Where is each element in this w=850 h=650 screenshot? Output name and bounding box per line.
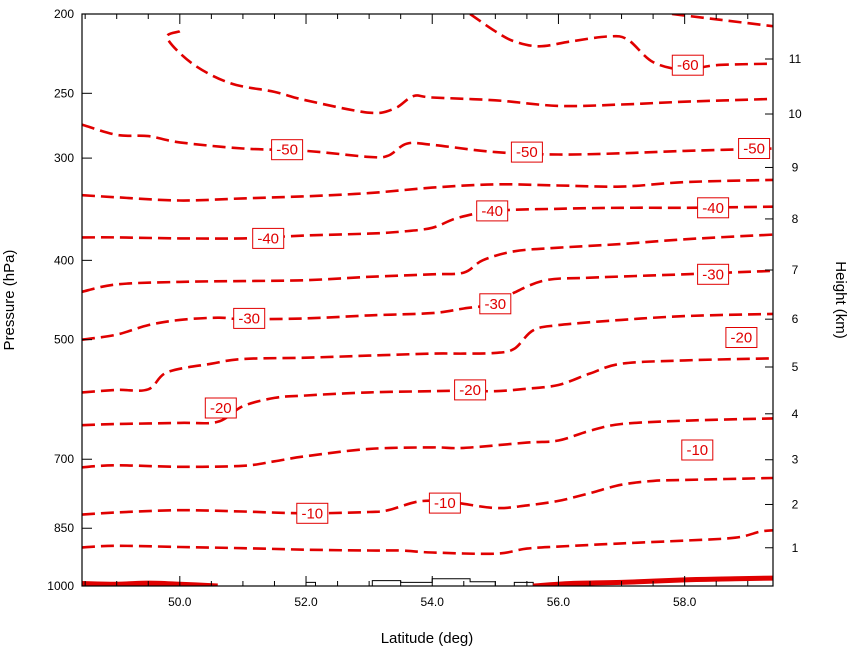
contour-label-1: -50	[276, 142, 298, 159]
contour-label-2: -50	[516, 144, 538, 161]
axes: 50.0 52.0 54.0 56.0 58.0 1000 850 700 500 400 300 2…	[47, 7, 802, 609]
contour-label-box-10	[204, 397, 237, 419]
y-left-tick-label-6: 250	[54, 86, 74, 100]
contour-line-minus-35-8	[82, 233, 773, 294]
contour-label-box-3	[738, 138, 771, 159]
x-tick-label-3: 56.0	[547, 595, 571, 609]
contour-line-minus-65-14	[671, 14, 773, 28]
contour-label-12: -20	[731, 330, 753, 347]
contour-label-4: -40	[257, 230, 279, 247]
contour-line-minus-45-10	[82, 178, 773, 202]
contour-label-10: -20	[210, 400, 232, 417]
contour-line-minus-30-7	[82, 269, 773, 341]
right-y-axis-title: Height (km)	[832, 261, 849, 339]
x-tick-label-0: 50.0	[168, 595, 192, 609]
y-left-tick-label-2: 700	[54, 452, 74, 466]
contour-label-box-4	[252, 227, 285, 249]
contour-label-box-1	[271, 139, 304, 161]
contour-labels: -60 -50 -50 -50 -40 -40 -40 -30 -30 -30 -20 -20 -20 -…	[204, 54, 771, 524]
contour-label-box-7	[233, 307, 266, 329]
x-axis-title: Latitude (deg)	[381, 630, 474, 647]
x-tick-label-1: 52.0	[294, 595, 318, 609]
contour-label-11: -20	[459, 382, 481, 399]
plot-frame	[81, 13, 774, 587]
y-right-tick-label-0: 1	[792, 541, 799, 555]
y-right-tick-label-9: 10	[788, 107, 802, 121]
contour-label-0: -60	[677, 57, 699, 74]
y-right-tick-label-1: 2	[792, 497, 799, 511]
contour-line-minus-5-2	[82, 529, 773, 556]
contour-line-minus-40-9	[82, 205, 773, 240]
contour-line-minus-15-4	[82, 417, 773, 469]
x-tick-label-4: 58.0	[673, 595, 697, 609]
contour-label-box-0	[671, 54, 704, 76]
contour-label-14: -10	[434, 495, 456, 512]
contour-label-5: -40	[481, 203, 503, 220]
y-left-tick-label-0: 1000	[47, 579, 74, 593]
y-right-tick-label-2: 3	[792, 453, 799, 467]
contour-label-box-12	[725, 327, 758, 348]
contour-label-13: -10	[301, 505, 323, 522]
contour-label-box-6	[697, 197, 730, 219]
y-left-tick-label-1: 850	[54, 521, 74, 535]
contour-label-box-11	[454, 379, 487, 401]
contour-label-box-8	[479, 293, 512, 315]
contour-line-minus-60-13	[469, 14, 773, 72]
contour-line-minus-50-11	[82, 123, 773, 159]
contour-label-15: -10	[686, 442, 708, 459]
y-left-tick-label-4: 400	[54, 253, 74, 267]
y-right-tick-label-3: 4	[792, 407, 799, 421]
contour-label-9: -30	[702, 266, 724, 283]
contour-label-3: -50	[743, 141, 765, 158]
contour-label-box-2	[510, 141, 543, 163]
y-right-tick-label-10: 11	[789, 52, 802, 66]
contour-label-box-13	[296, 502, 329, 524]
contour-label-6: -40	[702, 200, 724, 217]
y-right-tick-label-7: 8	[792, 212, 799, 226]
contour-label-box-14	[428, 492, 461, 514]
contour-label-box-5	[476, 200, 509, 222]
contour-line-minus-55-12	[165, 30, 773, 115]
y-left-tick-label-7: 200	[54, 7, 74, 21]
contour-label-box-15	[681, 439, 714, 461]
contour-label-8: -30	[484, 296, 506, 313]
y-right-tick-label-4: 5	[792, 360, 799, 374]
contour-line-minus-25-6	[82, 312, 773, 394]
y-left-tick-label-3: 500	[54, 333, 74, 347]
y-right-tick-label-8: 9	[792, 160, 799, 174]
contour-label-7: -30	[238, 310, 260, 327]
contour-label-box-9	[697, 263, 730, 285]
y-left-tick-label-5: 300	[54, 151, 74, 165]
left-y-axis-title: Pressure (hPa)	[1, 250, 18, 351]
y-right-tick-label-6: 7	[792, 263, 799, 277]
y-right-tick-label-5: 6	[792, 312, 799, 326]
x-tick-label-2: 54.0	[421, 595, 445, 609]
